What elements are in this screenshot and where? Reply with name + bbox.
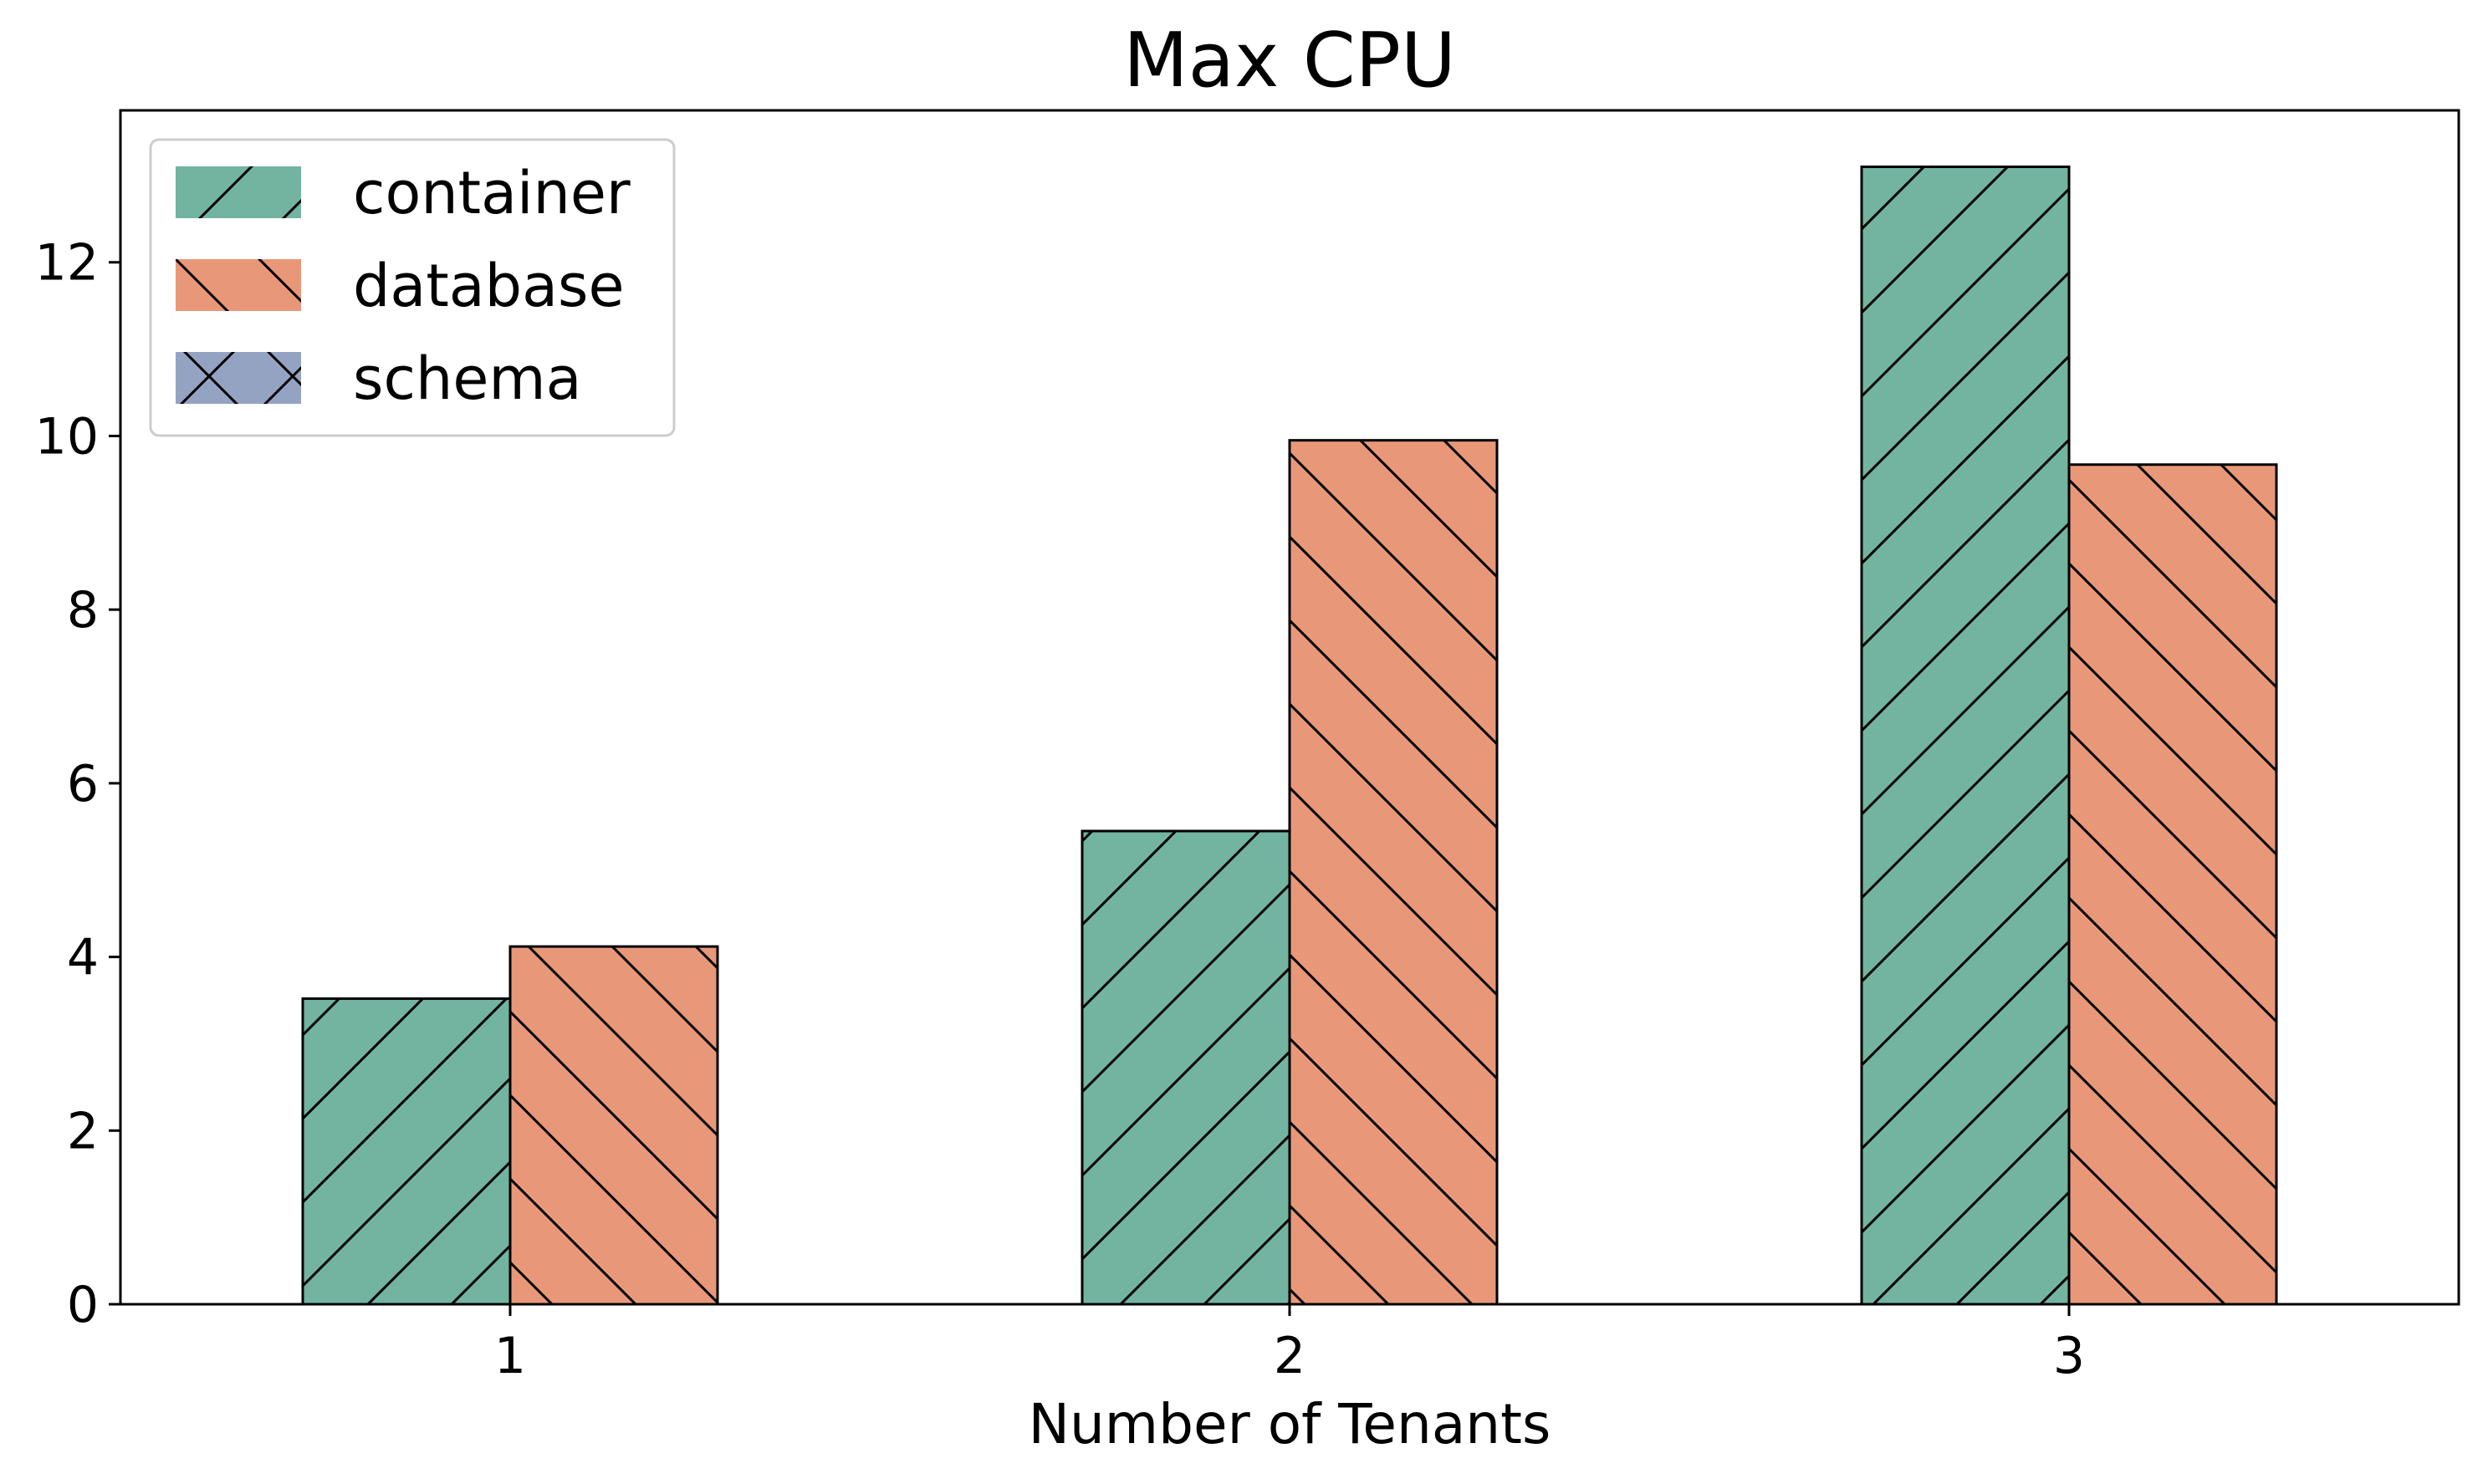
x-tick-label: 1 [494,1327,526,1385]
bar-hatch [508,945,719,1306]
bar-hatch [1860,166,2071,1306]
y-axis-ticks: 0 2 4 6 8 10 12 [35,234,120,1334]
bar-hatch [2067,463,2278,1306]
legend-swatch-hatch [176,259,301,311]
legend-swatch-hatch [176,352,301,404]
legend-label: container [353,159,631,227]
bar-container-1 [301,997,512,1306]
legend: container database schema [149,138,676,437]
bar-database-3 [2067,463,2278,1306]
legend-swatch-hatch [176,166,301,218]
x-axis-ticks: 1 2 3 [494,1304,2085,1385]
plot-frame [119,109,2460,1306]
bar-hatch [1081,829,1291,1306]
bar-database-2 [1288,439,1499,1306]
y-tick-label: 12 [35,234,99,293]
chart-title: Max CPU [1123,17,1456,105]
x-tick-label: 2 [1274,1327,1305,1385]
x-tick-label: 3 [2053,1327,2085,1385]
legend-label: database [353,252,625,320]
y-tick-label: 8 [67,581,99,640]
x-axis-label: Number of Tenants [1029,1392,1551,1456]
bar-database-1 [508,945,719,1306]
bars-group [301,166,2278,1306]
y-tick-label: 2 [67,1102,99,1160]
y-tick-label: 4 [67,929,99,987]
bar-hatch [1288,439,1499,1306]
bar-container-2 [1081,829,1291,1306]
legend-item-container: container [176,159,631,227]
bar-hatch [301,997,512,1306]
bar-container-3 [1860,166,2071,1306]
legend-label: schema [353,344,581,413]
y-tick-label: 0 [67,1276,99,1334]
y-tick-label: 10 [35,407,99,466]
legend-item-database: database [176,252,625,320]
legend-item-schema: schema [176,344,581,413]
y-tick-label: 6 [67,755,99,813]
